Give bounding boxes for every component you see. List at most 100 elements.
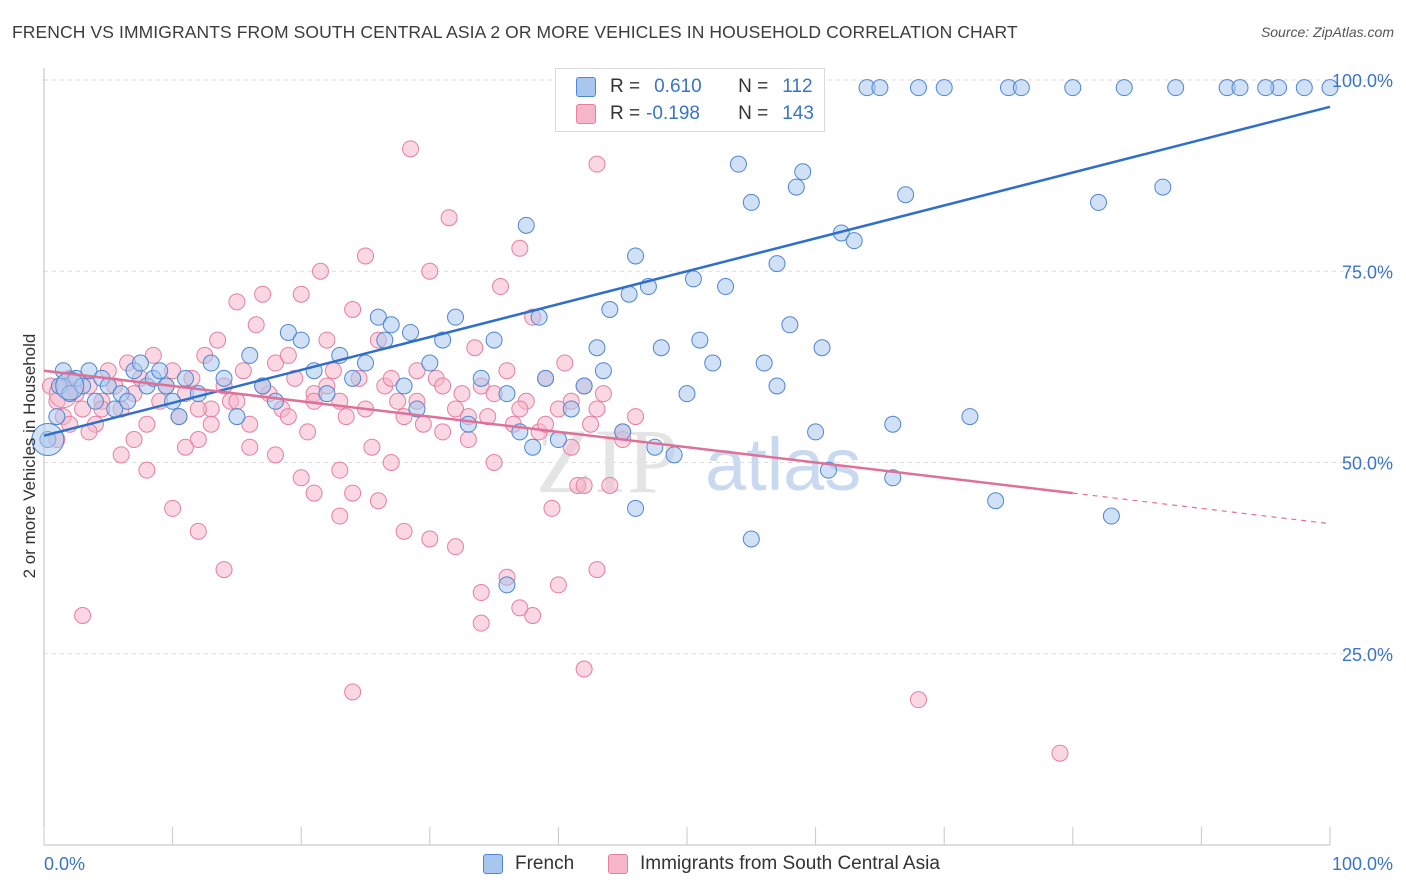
immigrants-point: [492, 278, 510, 296]
french-trend-line: [43, 105, 1331, 437]
immigrants-point: [337, 408, 355, 426]
french-point: [691, 331, 709, 349]
immigrants-point: [402, 140, 420, 158]
immigrants-point: [344, 683, 362, 701]
french-point: [1295, 79, 1313, 97]
bottom-legend-label-immigrants: Immigrants from South Central Asia: [640, 853, 940, 874]
source-label: Source: ZipAtlas.com: [1260, 24, 1394, 40]
french-point: [357, 354, 374, 372]
french-point: [1102, 507, 1120, 525]
y-tick-label: 75.0%: [1342, 262, 1393, 282]
immigrants-point: [331, 461, 349, 479]
french-point: [131, 354, 149, 372]
legend-n-value-immigrants: 143: [782, 103, 814, 124]
french-point: [344, 369, 362, 387]
immigrants-point: [588, 400, 606, 418]
immigrants-point: [331, 507, 349, 525]
y-tick-label: 100.0%: [1332, 71, 1393, 91]
immigrants-point: [357, 247, 374, 265]
bottom-legend-label-french: French: [515, 853, 575, 874]
french-point: [768, 255, 786, 273]
immigrants-point: [234, 362, 252, 380]
immigrants-point: [292, 469, 310, 487]
immigrants-point: [228, 392, 246, 410]
immigrants-point: [582, 415, 600, 433]
french-point: [292, 331, 310, 349]
immigrants-point: [511, 239, 529, 257]
french-point: [119, 392, 137, 410]
immigrants-point: [1051, 744, 1069, 762]
immigrants-point: [414, 415, 432, 433]
immigrants-point: [447, 538, 465, 556]
immigrants-point: [215, 561, 233, 579]
french-point: [369, 308, 387, 326]
immigrants-point: [363, 438, 381, 456]
legend-row-french: R = 0.610 N = 112: [576, 76, 813, 98]
immigrants-point: [389, 392, 407, 410]
immigrants-trend-extension: [1072, 492, 1331, 525]
immigrants-point: [395, 522, 413, 540]
immigrants-point: [241, 415, 259, 433]
french-point: [781, 316, 799, 334]
french-point: [665, 446, 683, 464]
french-point: [562, 400, 580, 418]
immigrants-point: [279, 346, 297, 364]
immigrants-point: [189, 400, 207, 418]
french-point: [459, 415, 477, 433]
french-point: [170, 408, 188, 426]
french-point: [517, 216, 535, 234]
french-point: [987, 492, 1005, 510]
legend-n-label: N =: [738, 103, 769, 124]
immigrants-point: [138, 461, 156, 479]
immigrants-point: [305, 484, 323, 502]
immigrants-point: [594, 385, 612, 403]
immigrants-point: [318, 331, 336, 349]
immigrants-point: [176, 438, 194, 456]
french-point: [787, 178, 805, 196]
legend-n-value-french: 112: [782, 76, 813, 97]
french-point: [1012, 79, 1030, 97]
immigrants-point: [909, 691, 927, 709]
french-point: [1064, 79, 1082, 97]
french-point: [871, 79, 889, 97]
immigrants-trend-line: [43, 369, 1073, 495]
immigrants-point: [588, 561, 606, 579]
immigrants-point: [382, 454, 400, 471]
immigrants-point: [472, 614, 490, 632]
french-point: [395, 377, 413, 395]
immigrants-point: [202, 415, 220, 433]
immigrants-point: [164, 499, 182, 517]
french-point: [447, 308, 465, 326]
french-point: [652, 339, 670, 357]
french-point: [549, 431, 567, 449]
immigrants-point: [421, 530, 439, 548]
french-point: [742, 530, 760, 548]
legend-r-label: R =: [610, 76, 641, 97]
french-point: [704, 354, 722, 372]
french-point: [755, 354, 773, 372]
immigrants-point: [292, 285, 310, 303]
french-point: [1167, 79, 1185, 97]
immigrants-point: [344, 484, 362, 502]
immigrants-point: [511, 599, 529, 617]
french-point: [1154, 178, 1172, 196]
y-tick-label: 50.0%: [1342, 454, 1393, 474]
immigrants-point: [74, 400, 92, 418]
french-point: [485, 331, 503, 349]
trend-lines: [43, 105, 1331, 525]
french-point: [498, 385, 516, 403]
french-point: [935, 79, 953, 97]
immigrants-point: [627, 408, 645, 426]
immigrants-point: [247, 316, 265, 334]
french-point: [742, 193, 760, 211]
immigrants-point: [421, 262, 439, 280]
immigrants-point: [299, 423, 317, 441]
french-point: [1115, 79, 1133, 97]
french-point: [961, 408, 979, 426]
immigrants-point: [575, 660, 593, 678]
french-point: [1090, 193, 1108, 211]
immigrants-point: [472, 584, 490, 602]
immigrants-point: [209, 331, 227, 349]
bottom-legend-french: French: [483, 851, 574, 877]
french-point: [86, 392, 104, 410]
